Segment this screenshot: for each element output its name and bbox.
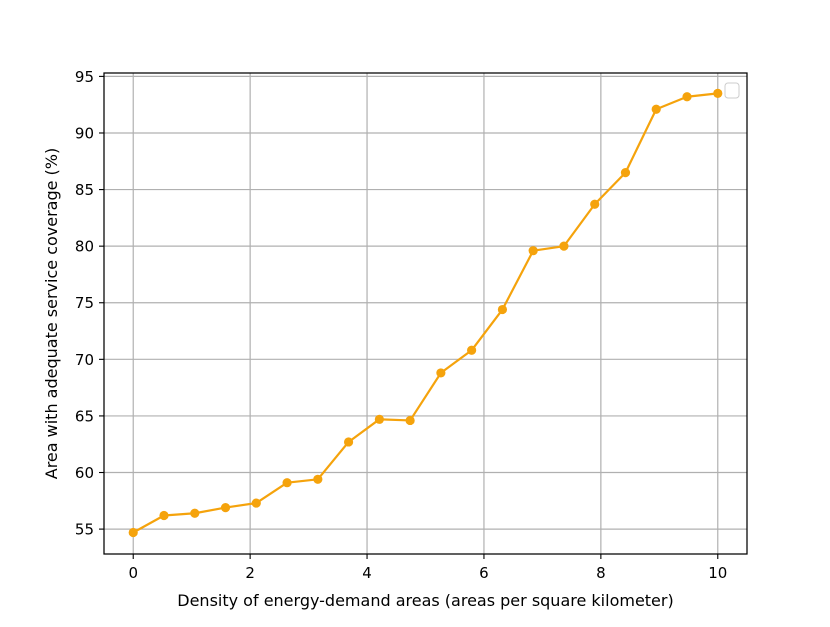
series-layer <box>128 88 723 538</box>
data-point <box>374 414 384 424</box>
x-tick-label: 10 <box>708 564 727 582</box>
x-tick-label: 8 <box>596 564 606 582</box>
data-point <box>313 474 323 484</box>
data-point <box>282 478 292 488</box>
x-tick-label: 4 <box>362 564 372 582</box>
plot-area-frame <box>103 72 748 555</box>
y-tick-label: 95 <box>75 68 94 86</box>
data-point <box>682 92 692 102</box>
x-axis-label: Density of energy-demand areas (areas pe… <box>177 591 673 610</box>
data-point <box>159 510 169 521</box>
y-axis-label: Area with adequate service coverage (%) <box>42 148 61 480</box>
grid-lines <box>104 73 747 554</box>
data-point <box>405 415 415 426</box>
axis-ticks: 0 2 4 6 8 10 55 60 65 70 75 80 85 90 95 <box>75 68 727 582</box>
data-point <box>436 368 446 378</box>
data-point <box>651 104 661 114</box>
data-point <box>190 508 200 518</box>
data-point <box>528 246 538 256</box>
y-tick-label: 80 <box>75 238 94 256</box>
y-tick-label: 60 <box>75 464 94 482</box>
y-tick-label: 70 <box>75 351 94 369</box>
series-line <box>132 92 718 534</box>
data-point <box>251 498 261 508</box>
x-tick-label: 2 <box>245 564 255 582</box>
y-tick-label: 65 <box>75 407 94 425</box>
data-point <box>497 304 508 315</box>
data-point <box>590 199 600 209</box>
y-tick-label: 55 <box>75 521 94 539</box>
data-point <box>343 437 354 447</box>
y-tick-label: 85 <box>75 181 94 199</box>
data-point <box>467 345 477 355</box>
x-tick-label: 6 <box>479 564 489 582</box>
data-point <box>713 88 723 98</box>
y-tick-label: 75 <box>75 294 94 312</box>
legend-box <box>724 82 740 99</box>
x-tick-label: 0 <box>128 564 138 582</box>
y-tick-label: 90 <box>75 124 94 142</box>
data-point <box>559 241 569 251</box>
data-point <box>128 527 138 538</box>
data-point <box>620 167 631 178</box>
data-point <box>220 502 231 513</box>
